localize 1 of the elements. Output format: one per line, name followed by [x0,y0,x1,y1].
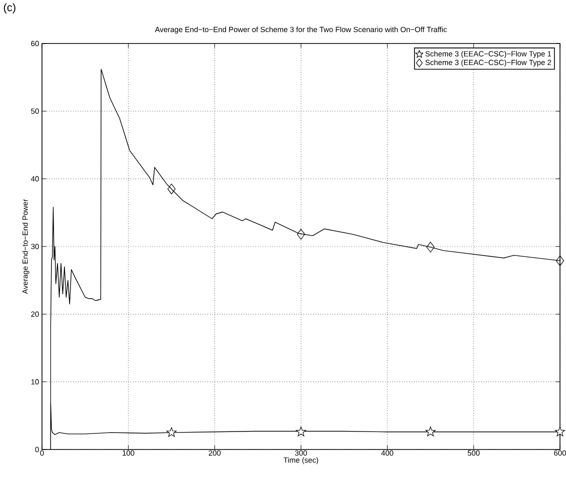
text: (c) [4,3,16,14]
